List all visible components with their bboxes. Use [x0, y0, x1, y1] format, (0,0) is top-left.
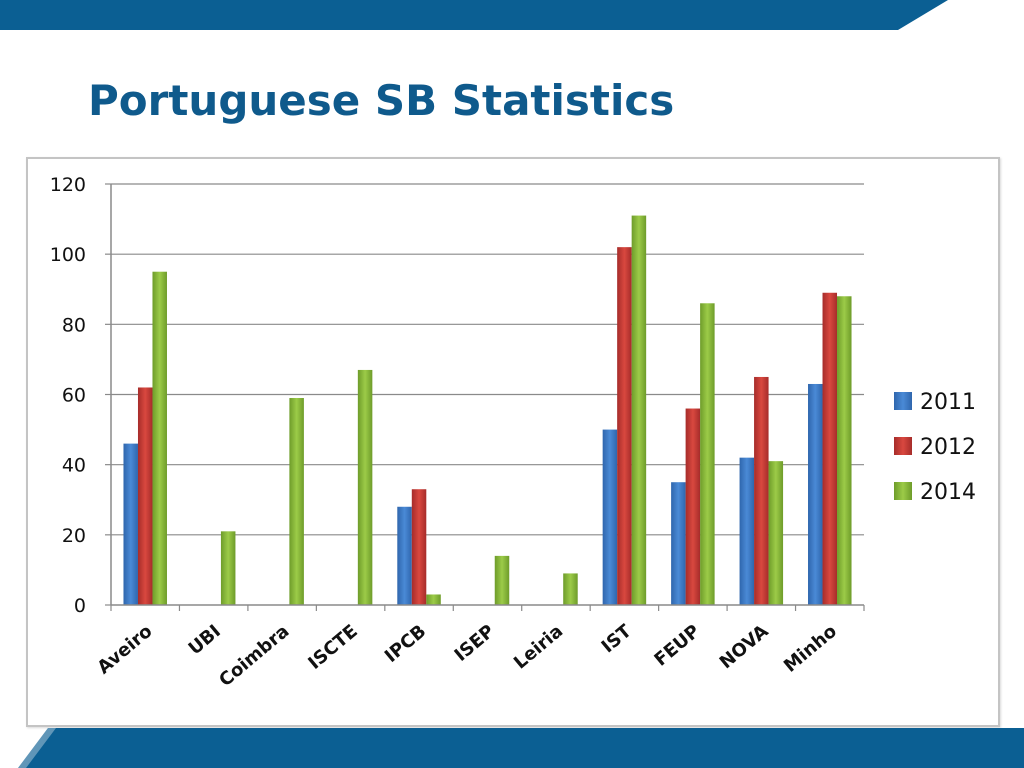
y-tick-label: 20 [62, 525, 86, 547]
x-tick-label: Minho [780, 621, 841, 677]
x-tick-label: FEUP [650, 621, 704, 671]
bar-2014-Leiria [563, 573, 578, 605]
x-tick-label: Coimbra [215, 621, 293, 691]
x-tick-label: NOVA [716, 621, 773, 673]
legend-label-2011: 2011 [920, 390, 976, 415]
legend-swatch-2012 [894, 437, 912, 455]
bar-2014-ISCTE [357, 369, 373, 605]
legend-swatch-2014 [894, 482, 912, 500]
bar-2011-IPCB [397, 506, 412, 605]
bottom-banner [18, 728, 1024, 768]
bar-2012-NOVA [754, 376, 769, 605]
bar-2014-UBI [220, 531, 236, 605]
bar-2011-FEUP [671, 482, 686, 605]
y-tick-label: 0 [74, 595, 86, 617]
y-tick-label: 60 [62, 385, 86, 407]
x-tick-label: IST [598, 620, 637, 657]
y-tick-label: 120 [50, 174, 86, 196]
x-tick-label: ISEP [451, 621, 499, 666]
bar-2014-ISEP [494, 555, 510, 605]
x-tick-label: Leiria [510, 621, 567, 674]
bar-2011-Aveiro [123, 443, 138, 605]
top-banner [0, 0, 948, 30]
bar-2012-Minho [822, 292, 838, 605]
y-tick-label: 100 [50, 244, 86, 266]
bar-2014-Aveiro [152, 271, 167, 605]
bar-2014-Minho [837, 296, 852, 605]
legend-label-2014: 2014 [920, 480, 976, 505]
bar-2012-Aveiro [137, 387, 153, 605]
bar-2011-NOVA [739, 457, 755, 605]
y-tick-label: 80 [62, 314, 86, 336]
bar-2014-FEUP [700, 303, 715, 605]
bar-2012-FEUP [685, 408, 701, 605]
x-tick-label: Aveiro [93, 621, 156, 679]
bar-2014-NOVA [768, 461, 784, 605]
bar-2011-IST [602, 429, 618, 605]
y-tick-label: 40 [62, 455, 86, 477]
bar-2014-Coimbra [289, 398, 304, 605]
x-tick-label: ISCTE [304, 621, 362, 674]
bar-2014-IPCB [426, 594, 441, 605]
x-tick-label: UBI [185, 621, 225, 660]
bar-2012-IST [617, 247, 632, 605]
x-tick-label: IPCB [381, 621, 430, 667]
legend-label-2012: 2012 [920, 435, 976, 460]
legend-swatch-2011 [894, 392, 912, 410]
bar-2011-Minho [808, 383, 823, 605]
slide-title: Portuguese SB Statistics [88, 76, 675, 125]
bar-2014-IST [631, 215, 647, 605]
bar-2012-IPCB [411, 489, 427, 605]
